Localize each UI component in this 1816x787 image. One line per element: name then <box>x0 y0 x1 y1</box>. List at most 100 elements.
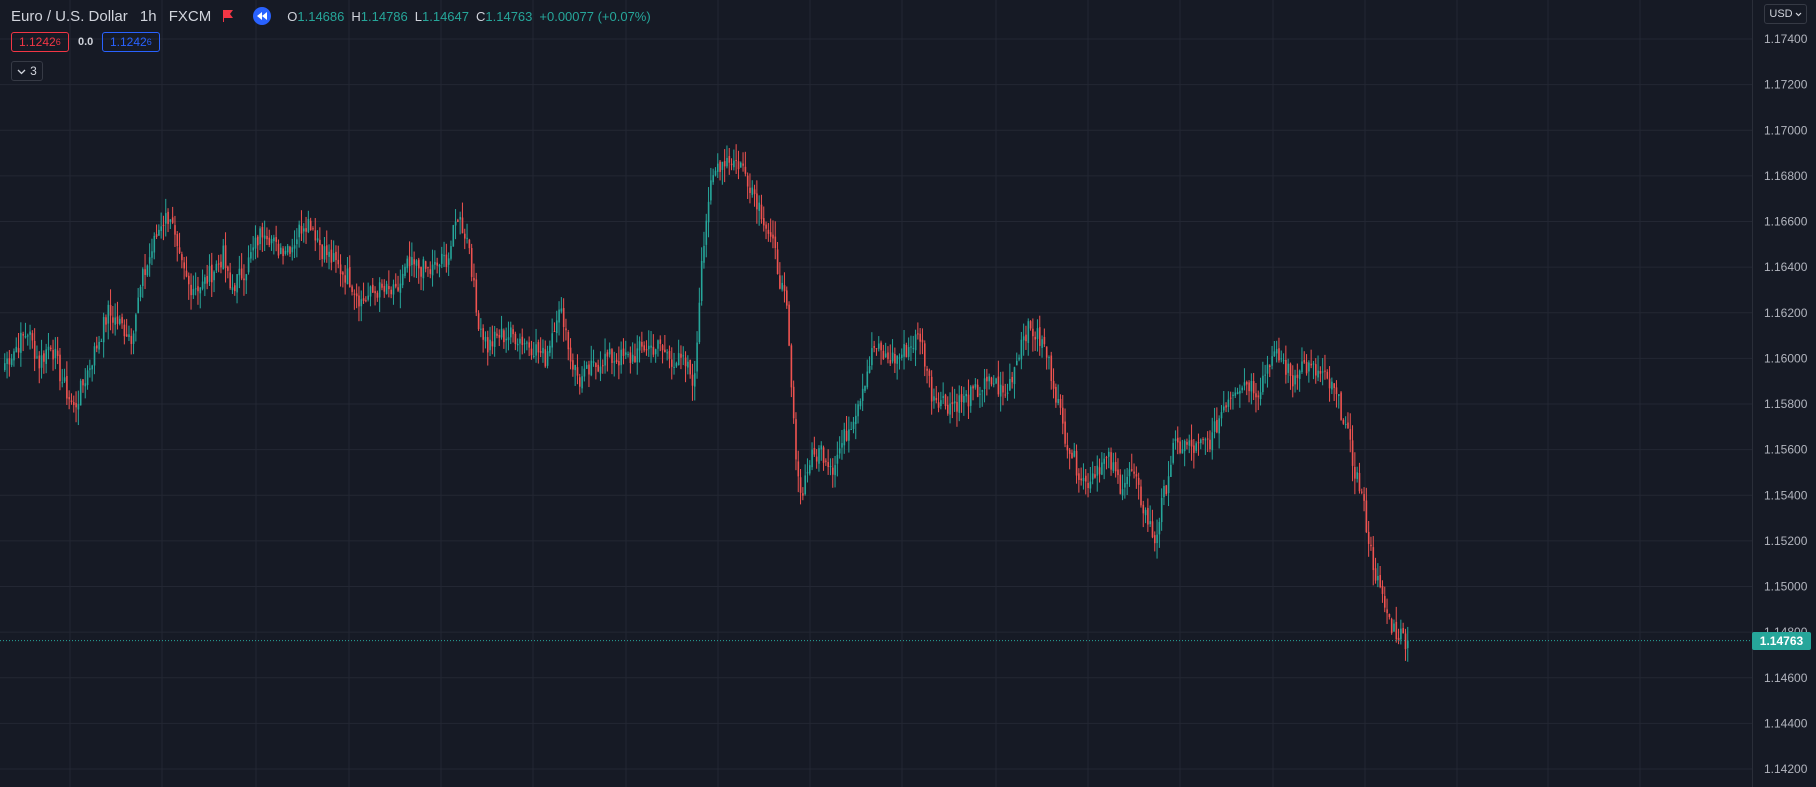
candle-body <box>841 443 843 448</box>
candle-body <box>59 354 61 382</box>
candle-body <box>259 228 261 245</box>
candle-body <box>169 219 172 222</box>
candle-body <box>355 293 358 297</box>
candle-body <box>270 238 273 244</box>
candle-body <box>243 278 245 281</box>
candle-body <box>636 348 639 363</box>
candle-body <box>82 379 84 386</box>
candle-body <box>489 339 491 351</box>
candle-body <box>829 465 832 467</box>
candle-body <box>1041 339 1043 348</box>
candle-body <box>188 275 190 285</box>
candle-body <box>158 229 160 236</box>
candle-body <box>1156 534 1158 544</box>
candle-body <box>1165 485 1168 495</box>
candle-body <box>622 348 625 356</box>
low-value: 1.14647 <box>422 8 469 24</box>
candle-body <box>1059 399 1062 408</box>
candle-body <box>1179 441 1181 453</box>
sell-button[interactable]: 1.1242 6 <box>11 32 69 52</box>
candle-body <box>769 232 772 237</box>
candle-body <box>125 334 128 337</box>
candle-body <box>1273 351 1276 357</box>
candle-body <box>687 361 689 368</box>
candle-body <box>611 349 613 363</box>
candle-body <box>972 386 974 389</box>
candle-body <box>498 335 501 338</box>
candle-body <box>229 272 231 289</box>
rewind-icon[interactable] <box>253 7 272 25</box>
red-flag-icon[interactable] <box>221 9 235 23</box>
candle-body <box>434 261 436 265</box>
candle-body <box>1381 585 1384 594</box>
candle-body <box>1317 370 1319 378</box>
candle-body <box>944 394 947 407</box>
candle-body <box>1089 481 1092 489</box>
candle-body <box>818 448 820 464</box>
candle-body <box>165 213 167 224</box>
ohlc-values: O1.14686 H1.14786 L1.14647 C1.14763 +0.0… <box>287 8 651 24</box>
indicators-toggle[interactable]: 3 <box>11 61 43 81</box>
candle-body <box>307 218 310 232</box>
currency-selector[interactable]: USD <box>1764 4 1807 24</box>
candle-body <box>815 456 818 462</box>
candle-body <box>66 376 68 399</box>
candle-body <box>93 346 96 366</box>
candle-body <box>618 361 620 366</box>
candle-body <box>967 394 970 407</box>
candle-body <box>668 351 671 359</box>
candle-body <box>1032 328 1034 337</box>
candle-body <box>1303 360 1306 363</box>
candle-body <box>1402 628 1404 634</box>
candle-body <box>1200 439 1202 444</box>
candle-body <box>1354 467 1356 479</box>
candle-body <box>406 258 409 269</box>
price-tick-label: 1.17000 <box>1764 123 1808 137</box>
candle-body <box>114 317 116 325</box>
candle-body <box>1075 450 1078 476</box>
buy-button[interactable]: 1.1242 6 <box>102 32 160 52</box>
candle-body <box>22 334 24 336</box>
candle-body <box>953 401 956 404</box>
candle-body <box>579 377 581 387</box>
candle-body <box>919 333 921 342</box>
candle-body <box>673 366 675 368</box>
candle-body <box>1404 633 1407 650</box>
candle-body <box>742 163 744 166</box>
price-tick-label: 1.15400 <box>1764 488 1808 502</box>
candle-body <box>631 354 634 362</box>
candle-body <box>707 201 710 223</box>
candle-body <box>73 402 75 406</box>
candle-body <box>413 259 415 265</box>
candle-body <box>1108 451 1110 457</box>
candle-body <box>1259 392 1262 400</box>
candle-body <box>1004 394 1007 396</box>
candle-body <box>758 202 760 211</box>
candle-body <box>1390 619 1393 633</box>
candle-body <box>238 268 241 276</box>
candle-body <box>15 346 18 353</box>
candle-body <box>698 302 701 343</box>
candle-body <box>728 156 731 163</box>
candle-body <box>691 374 694 386</box>
candle-body <box>1292 375 1294 387</box>
symbol-title[interactable]: Euro / U.S. Dollar 1h FXCM <box>11 7 212 25</box>
candle-body <box>1016 360 1018 366</box>
candle-body <box>1351 440 1354 466</box>
candle-body <box>875 348 878 350</box>
candle-body <box>896 356 898 364</box>
chart-grid <box>0 0 1752 787</box>
candle-body <box>917 333 919 335</box>
candle-body <box>887 352 889 360</box>
candle-body <box>411 257 413 266</box>
candle-body <box>1358 472 1361 492</box>
candle-body <box>10 358 13 366</box>
candle-body <box>132 333 135 344</box>
candle-body <box>1011 376 1013 383</box>
candle-body <box>190 284 192 296</box>
candle-body <box>898 357 901 359</box>
candle-body <box>772 234 774 239</box>
candle-body <box>1227 399 1230 407</box>
candle-body <box>250 252 252 259</box>
